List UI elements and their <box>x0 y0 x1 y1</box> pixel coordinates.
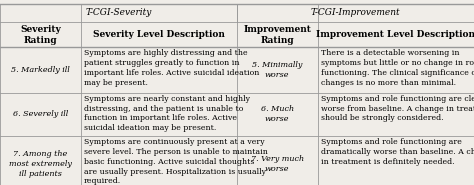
Text: Symptoms and role functioning are clearly
worse from baseline. A change in treat: Symptoms and role functioning are clearl… <box>321 95 474 122</box>
Text: 6. Severely ill: 6. Severely ill <box>13 110 68 118</box>
Text: T-CGI-Severity: T-CGI-Severity <box>85 9 152 17</box>
Text: Symptoms are continuously present at a very
severe level. The person is unable t: Symptoms are continuously present at a v… <box>84 138 268 185</box>
Text: Symptoms are highly distressing and the
patient struggles greatly to function in: Symptoms are highly distressing and the … <box>84 49 259 87</box>
Text: Improvement
Rating: Improvement Rating <box>243 25 311 45</box>
Text: Improvement Level Description: Improvement Level Description <box>316 30 474 39</box>
Text: 7. Among the
most extremely
ill patients: 7. Among the most extremely ill patients <box>9 150 72 178</box>
Text: T-CGI-Improvement: T-CGI-Improvement <box>310 9 401 17</box>
Text: 5. Markedly ill: 5. Markedly ill <box>11 66 70 74</box>
Text: 6. Much
worse: 6. Much worse <box>261 105 294 123</box>
Text: Severity
Rating: Severity Rating <box>20 25 61 45</box>
Text: Symptoms are nearly constant and highly
distressing, and the patient is unable t: Symptoms are nearly constant and highly … <box>84 95 250 132</box>
Text: 7. Very much
worse: 7. Very much worse <box>251 155 304 173</box>
Text: Severity Level Description: Severity Level Description <box>93 30 225 39</box>
Text: 5. Minimally
worse: 5. Minimally worse <box>252 61 302 79</box>
Text: There is a detectable worsening in
symptoms but little or no change in role
func: There is a detectable worsening in sympt… <box>321 49 474 87</box>
Text: Symptoms and role functioning are
dramatically worse than baseline. A change
in : Symptoms and role functioning are dramat… <box>321 138 474 166</box>
